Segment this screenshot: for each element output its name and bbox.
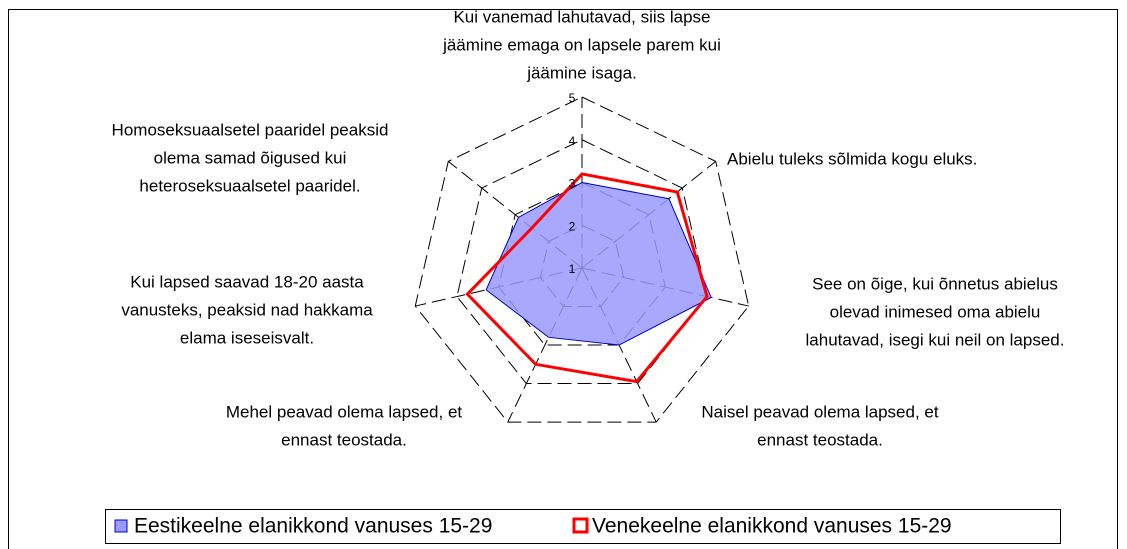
legend-label: Venekeelne elanikkond vanuses 15-29 (592, 515, 952, 538)
category-label: olevad inimesed oma abielu (830, 302, 1041, 321)
category-label: See on õige, kui õnnetus abielus (812, 274, 1058, 293)
tick-label: 2 (569, 219, 576, 233)
legend-label: Eestikeelne elanikkond vanuses 15-29 (134, 515, 492, 538)
tick-label: 3 (569, 177, 576, 191)
category-label: vanusteks, peaksid nad hakkama (121, 300, 373, 319)
legend-swatch (114, 519, 128, 533)
category-label: ennast teostada. (281, 430, 407, 449)
grid-ring (456, 139, 708, 385)
tick-label: 5 (569, 91, 576, 105)
category-label: Abielu tuleks sõlmida kogu eluks. (727, 149, 977, 168)
tick-label: 4 (569, 134, 576, 148)
category-label: Naisel peavad olema lapsed, et (701, 402, 938, 421)
series-line (465, 172, 709, 384)
category-label: Kui lapsed saavad 18-20 aasta (130, 272, 364, 291)
category-label: Homoseksuaalsetel paaridel peaksid (112, 120, 389, 139)
legend-swatch (572, 517, 589, 534)
category-label: ennast teostada. (757, 430, 883, 449)
category-label: lahutavad, isegi kui neil on lapsed. (806, 330, 1065, 349)
grid-ring (414, 96, 750, 423)
category-label: elama iseseisvalt. (180, 328, 314, 347)
chart-border (8, 9, 1118, 549)
category-label: Kui vanemad lahutavad, siis lapse (453, 7, 710, 26)
category-label: olema samad õigused kui (154, 148, 347, 167)
category-label: jäämine emaga on lapsele parem kui (442, 35, 721, 54)
category-label: jäämine isaga. (526, 63, 637, 82)
category-label: heteroseksuaalsetel paaridel. (139, 176, 360, 195)
tick-label: 1 (569, 262, 576, 276)
series-area (485, 181, 712, 346)
category-label: Mehel peavad olema lapsed, et (226, 402, 463, 421)
